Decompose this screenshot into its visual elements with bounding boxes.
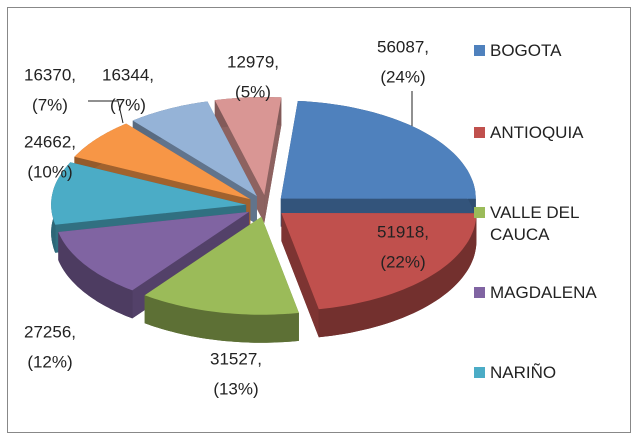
slice <box>214 97 282 195</box>
legend-swatch <box>474 45 485 56</box>
data-label-percent: (5%) <box>235 82 271 101</box>
legend-swatch <box>474 287 485 298</box>
leader-line <box>88 100 124 124</box>
legend-label: VALLE DEL CAUCA <box>490 203 579 244</box>
legend-entry: MAGDALENA <box>474 282 630 304</box>
slice <box>281 213 477 310</box>
pie-area: 56087, (24%) 51918, (22%) 31527, (13%) 27256, (… <box>24 37 477 398</box>
slice-side <box>318 213 477 338</box>
legend-entry: BOGOTA <box>474 40 630 62</box>
legend-entry: VALLE DEL CAUCA <box>474 202 630 246</box>
slice <box>58 211 250 291</box>
slice-side <box>144 295 299 343</box>
data-label-percent: (7%) <box>110 95 146 114</box>
legend-entry: ANTIOQUIA <box>474 122 630 144</box>
data-label-value: 27256, <box>24 322 76 341</box>
data-label-percent: (12%) <box>27 352 72 371</box>
data-label-percent: (10%) <box>27 162 72 181</box>
slice <box>74 123 251 200</box>
data-label-value: 51918, <box>377 222 429 241</box>
data-label-value: 16344, <box>102 65 154 84</box>
legend-swatch <box>474 127 485 138</box>
slice-wall <box>281 213 319 338</box>
slice <box>132 101 257 197</box>
data-label-value: 16370, <box>24 65 76 84</box>
legend-label: BOGOTA <box>490 41 562 60</box>
slice-wall <box>264 97 282 223</box>
legend-label: MAGDALENA <box>490 283 597 302</box>
legend-swatch <box>474 367 485 378</box>
data-label-percent: (7%) <box>32 95 68 114</box>
slice-side <box>58 232 133 319</box>
legend-label: ANTIOQUIA <box>490 123 584 142</box>
data-label-value: 24662, <box>24 132 76 151</box>
slice <box>51 162 247 225</box>
data-label-value: 56087, <box>377 37 429 56</box>
data-label-value: 12979, <box>227 52 279 71</box>
chart: 56087, (24%) 51918, (22%) 31527, (13%) 27256, (… <box>7 7 631 433</box>
slice <box>144 216 299 315</box>
legend-swatch <box>474 207 485 218</box>
slice <box>280 101 476 199</box>
data-label-percent: (13%) <box>213 379 258 398</box>
data-label-value: 31527, <box>210 349 262 368</box>
data-label-percent: (24%) <box>380 67 425 86</box>
legend-label: NARIÑO <box>490 363 557 382</box>
legend-entry: NARIÑO <box>474 362 630 384</box>
data-label-percent: (22%) <box>380 252 425 271</box>
